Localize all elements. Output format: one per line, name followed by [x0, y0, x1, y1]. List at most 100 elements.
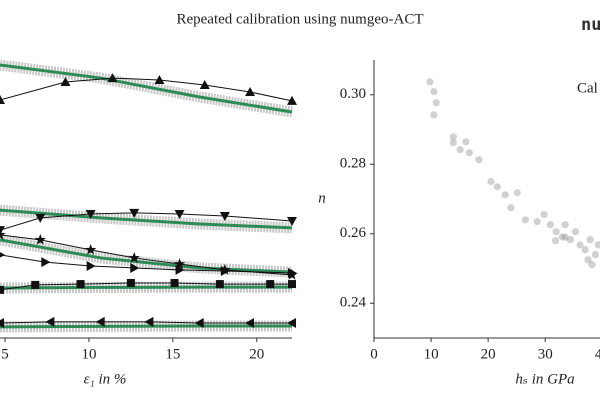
sim-band — [0, 234, 293, 278]
marker — [85, 210, 96, 220]
marker — [129, 208, 140, 218]
marker — [215, 280, 224, 289]
marker — [84, 243, 97, 255]
marker — [95, 316, 105, 327]
annotation: Cal — [577, 80, 598, 96]
marker — [287, 216, 297, 226]
marker — [287, 95, 297, 105]
point — [513, 189, 521, 197]
point — [493, 183, 501, 191]
marker — [35, 213, 46, 223]
x-axis-label: hₛ in GPa — [515, 371, 574, 387]
point — [586, 236, 594, 244]
point — [465, 149, 473, 157]
point — [571, 228, 580, 236]
point — [449, 133, 457, 141]
sim-line — [0, 285, 292, 290]
x-tick-label: 20 — [249, 346, 264, 362]
marker — [245, 317, 255, 328]
point — [561, 221, 569, 229]
point — [501, 191, 509, 199]
y-axis-label: n — [318, 190, 326, 206]
marker — [128, 251, 140, 263]
point — [449, 139, 457, 147]
point — [521, 216, 529, 224]
sim-line — [0, 63, 293, 114]
marker — [245, 86, 256, 96]
point — [533, 217, 541, 226]
point — [426, 78, 434, 86]
sim-line — [0, 238, 293, 274]
point — [581, 246, 589, 254]
point — [432, 99, 440, 107]
marker — [175, 264, 185, 275]
sim-line — [0, 324, 292, 329]
logo: nu — [581, 15, 600, 35]
marker — [0, 228, 6, 240]
marker — [31, 280, 40, 289]
marker — [173, 258, 186, 269]
x-tick-label: 30 — [538, 346, 553, 362]
point — [576, 241, 584, 249]
marker — [34, 233, 46, 245]
marker — [0, 317, 4, 328]
marker — [76, 280, 85, 289]
y-tick-label: 0.26 — [340, 225, 367, 241]
point — [487, 178, 495, 186]
point — [591, 251, 600, 259]
marker — [0, 252, 5, 258]
marker — [170, 278, 179, 287]
sim-line — [0, 208, 293, 230]
marker — [174, 210, 185, 220]
x-tick-label: 15 — [165, 346, 180, 362]
marker — [60, 76, 71, 86]
y-tick-label: 0.30 — [340, 86, 366, 102]
marker — [41, 257, 51, 268]
x-tick-label: 20 — [481, 346, 496, 362]
x-tick-label: 5 — [1, 346, 9, 362]
point — [540, 211, 548, 219]
point — [456, 146, 464, 154]
marker — [288, 267, 297, 278]
marker — [45, 316, 55, 327]
point — [475, 156, 483, 164]
marker — [0, 285, 4, 294]
point — [430, 111, 438, 119]
point — [507, 204, 515, 212]
point — [566, 236, 574, 244]
marker — [266, 280, 275, 289]
point — [594, 241, 600, 249]
x-tick-label: 40 — [595, 346, 600, 362]
point — [584, 256, 592, 264]
point — [561, 233, 569, 241]
line — [0, 282, 292, 291]
marker — [0, 95, 5, 105]
figure-title: Repeated calibration using numgeo-ACT — [176, 11, 423, 27]
marker — [220, 266, 230, 277]
point — [430, 88, 438, 96]
x-tick-label: 10 — [81, 346, 96, 362]
y-tick-label: 0.28 — [340, 156, 366, 172]
point — [462, 138, 470, 146]
x-tick-label: 10 — [424, 346, 439, 362]
marker — [144, 316, 154, 327]
point — [588, 261, 596, 269]
marker — [287, 317, 296, 328]
y-tick-label: 0.24 — [340, 295, 367, 311]
point — [546, 221, 554, 229]
marker — [126, 278, 135, 287]
marker — [130, 262, 140, 273]
marker — [288, 280, 296, 289]
point — [558, 233, 566, 241]
marker — [219, 211, 230, 221]
point — [551, 237, 560, 245]
marker — [199, 80, 210, 90]
x-tick-label: 0 — [370, 346, 378, 362]
point — [552, 228, 560, 236]
marker — [107, 73, 118, 83]
marker — [154, 75, 165, 85]
x-axis-label: ε₁ in % — [84, 371, 127, 387]
marker — [194, 317, 204, 328]
marker — [86, 260, 96, 271]
